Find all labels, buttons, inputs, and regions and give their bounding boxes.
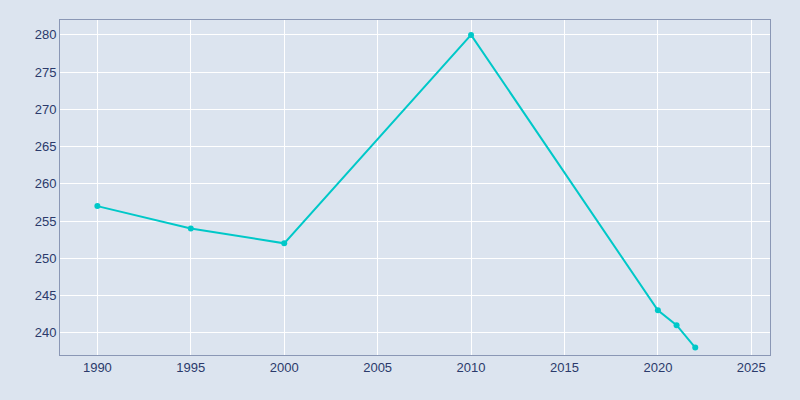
svg-text:2015: 2015 xyxy=(550,360,579,375)
svg-text:240: 240 xyxy=(35,325,57,340)
svg-text:2010: 2010 xyxy=(457,360,486,375)
svg-text:2025: 2025 xyxy=(737,360,766,375)
svg-text:265: 265 xyxy=(35,139,57,154)
svg-text:2020: 2020 xyxy=(643,360,672,375)
svg-text:260: 260 xyxy=(35,176,57,191)
svg-text:250: 250 xyxy=(35,251,57,266)
svg-text:255: 255 xyxy=(35,214,57,229)
svg-text:275: 275 xyxy=(35,65,57,80)
svg-text:280: 280 xyxy=(35,27,57,42)
svg-text:1990: 1990 xyxy=(83,360,112,375)
svg-text:2000: 2000 xyxy=(270,360,299,375)
svg-text:245: 245 xyxy=(35,288,57,303)
svg-text:2005: 2005 xyxy=(363,360,392,375)
svg-text:1995: 1995 xyxy=(176,360,205,375)
svg-text:270: 270 xyxy=(35,102,57,117)
